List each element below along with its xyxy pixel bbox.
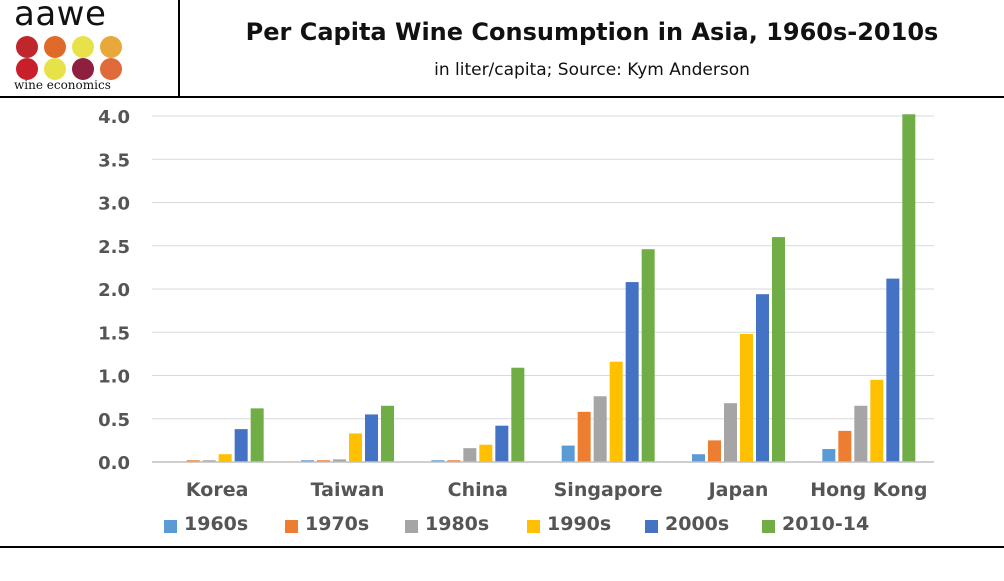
bar-2010-14: [641, 249, 655, 462]
logo-dot: [16, 36, 38, 58]
logo-dot: [44, 36, 66, 58]
bar-2010-14: [902, 114, 916, 462]
bar-1980s: [333, 459, 346, 462]
y-tick-label: 1.0: [98, 367, 130, 388]
title-block: Per Capita Wine Consumption in Asia, 196…: [180, 0, 1004, 96]
y-tick-label: 4.0: [98, 107, 130, 128]
bar-1960s: [692, 454, 705, 462]
chart-subtitle: in liter/capita; Source: Kym Anderson: [434, 60, 750, 80]
legend-label: 2000s: [665, 513, 730, 535]
bar-1960s: [301, 460, 314, 462]
x-tick-label: Singapore: [554, 479, 663, 501]
logo-dot: [16, 58, 38, 80]
legend-label: 1960s: [184, 513, 249, 535]
bar-1970s: [447, 460, 461, 462]
bar-1980s: [593, 396, 607, 462]
y-tick-label: 2.5: [98, 237, 130, 258]
y-tick-label: 3.5: [98, 150, 130, 171]
logo-wordmark: aawe: [14, 0, 107, 34]
legend-swatch: [405, 520, 418, 533]
x-tick-label: Japan: [707, 479, 769, 501]
bar-1970s: [577, 411, 591, 462]
legend-swatch: [762, 520, 775, 533]
logo-dot: [72, 36, 94, 58]
logo-dot: [100, 58, 122, 80]
y-tick-label: 0.5: [98, 410, 130, 431]
bar-1960s: [822, 449, 836, 462]
y-tick-label: 1.5: [98, 323, 130, 344]
legend-swatch: [527, 520, 540, 533]
bar-1970s: [838, 430, 852, 462]
bar-1970s: [186, 460, 200, 462]
x-tick-label: Korea: [186, 479, 249, 501]
bottom-divider: [0, 546, 1004, 548]
bar-1970s: [708, 440, 721, 462]
legend: 1960s 1970s 1980s 1990s 2000s 2010-14: [0, 510, 1004, 540]
top-divider: [0, 96, 1004, 98]
bar-1990s: [740, 333, 753, 462]
bar-2000s: [495, 425, 509, 462]
logo-dot: [100, 36, 122, 58]
bar-2010-14: [511, 367, 525, 462]
bar-2010-14: [250, 408, 264, 462]
bar-2010-14: [381, 405, 394, 462]
bar-2000s: [756, 294, 769, 462]
bar-1980s: [854, 405, 868, 462]
bar-1990s: [609, 361, 623, 462]
y-tick-label: 0.0: [98, 453, 130, 474]
bar-2000s: [886, 278, 900, 462]
bar-2000s: [365, 414, 378, 462]
header: aawe wine economics Per Capita Wine Cons…: [0, 0, 1004, 98]
legend-swatch: [285, 520, 298, 533]
legend-swatch: [164, 520, 177, 533]
chart-title: Per Capita Wine Consumption in Asia, 196…: [245, 18, 939, 46]
legend-swatch: [645, 520, 658, 533]
bar-1990s: [479, 444, 493, 462]
bar-chart: 0.0 0.5 1.0 1.5 2.0 2.5 3.0 3.5 4.0 Korea Taiwan Ch…: [98, 107, 934, 501]
bar-1980s: [724, 403, 737, 462]
legend-label: 2010-14: [782, 513, 870, 535]
x-tick-label: Hong Kong: [810, 479, 927, 501]
aawe-logo: aawe wine economics: [0, 0, 180, 96]
bar-1960s: [431, 460, 445, 462]
legend-label: 1970s: [305, 513, 370, 535]
bar-2000s: [234, 429, 248, 462]
bar-1990s: [349, 433, 362, 462]
x-tick-label: Taiwan: [311, 479, 385, 501]
legend-label: 1990s: [547, 513, 612, 535]
bar-2000s: [625, 282, 639, 462]
bar-1980s: [202, 460, 216, 462]
logo-dot: [44, 58, 66, 80]
logo-dot: [72, 58, 94, 80]
logo-subtext: wine economics: [14, 78, 111, 92]
y-tick-label: 3.0: [98, 194, 130, 215]
bar-2010-14: [772, 237, 785, 462]
y-tick-label: 2.0: [98, 280, 130, 301]
x-tick-label: China: [448, 479, 508, 501]
bar-1990s: [870, 379, 884, 462]
legend-label: 1980s: [425, 513, 490, 535]
bar-1960s: [561, 445, 575, 462]
bar-1970s: [317, 460, 330, 462]
bar-1990s: [218, 454, 232, 462]
bar-1980s: [463, 448, 477, 462]
